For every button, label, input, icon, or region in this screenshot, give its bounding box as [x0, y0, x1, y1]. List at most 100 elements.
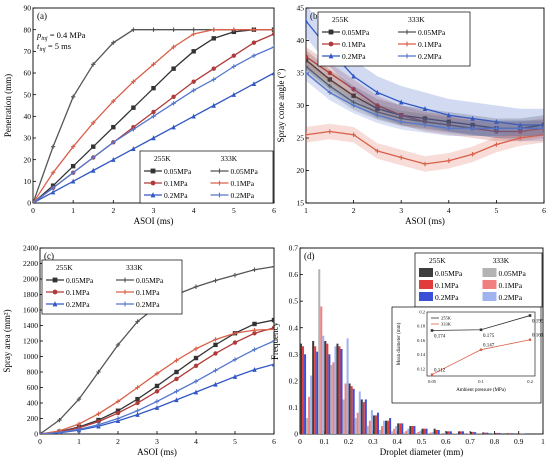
- d-bar-333K-0.2MPa: [370, 410, 373, 434]
- d-bar-255K-0.2MPa: [389, 418, 392, 434]
- c-series-255K-0.2MPa-point: [252, 366, 257, 372]
- d-legend-box: [414, 252, 543, 308]
- d-bar-255K-0.05MPa: [336, 343, 339, 434]
- c-x-tick-label: 6: [272, 437, 276, 446]
- d-bar-333K-0.05MPa: [318, 269, 321, 434]
- c-series-333K-0.2MPa-point: [96, 422, 101, 427]
- d-legend-swatch: [419, 292, 433, 301]
- a-series-255K-0.2MPa-point: [111, 156, 116, 162]
- b-series-255K-0.2MPa-point: [494, 119, 499, 124]
- b-series-333K-0.1MPa-band: [306, 123, 544, 172]
- d-bar-255K-0.2MPa: [449, 431, 452, 434]
- b-series-333K-0.1MPa-point: [541, 132, 544, 137]
- d-legend-label: 0.1MPa: [499, 281, 523, 290]
- b-series-255K-0.2MPa-point: [399, 99, 404, 105]
- d-bar-255K-0.1MPa: [435, 430, 438, 434]
- b-series-255K-0.05MPa-point: [446, 119, 451, 124]
- b-series-255K-0.2MPa-point: [422, 106, 428, 111]
- a-series-255K-0.2MPa-point: [171, 124, 176, 130]
- a-series-255K-0.2MPa-point: [271, 70, 274, 76]
- d-bar-333K-0.05MPa: [354, 418, 357, 434]
- b-y-tick-label: 15: [297, 199, 305, 208]
- c-x-tick-label: 4: [194, 437, 198, 446]
- inset-data-label: 0.174: [434, 334, 446, 339]
- d-bar-255K-0.05MPa: [482, 432, 485, 434]
- a-series-333K-0.05MPa-point: [131, 27, 136, 32]
- a-x-tick-label: 0: [31, 206, 35, 215]
- d-y-axis-label: Frequency: [270, 322, 280, 360]
- d-legend-label: 0.1MPa: [435, 281, 459, 290]
- d-bar-255K-0.05MPa: [494, 432, 497, 434]
- b-legend-box: [317, 11, 471, 67]
- d-legend-swatch: [419, 280, 433, 289]
- c-series-255K-0.1MPa-point: [252, 331, 257, 336]
- d-bar-255K-0.05MPa: [324, 341, 327, 434]
- d-bar-255K-0.1MPa: [484, 432, 487, 434]
- b-y-tick-label: 45: [297, 4, 305, 13]
- c-legend-group-title: 333K: [126, 263, 143, 272]
- c-series-333K-0.05MPa-point: [76, 396, 82, 402]
- a-series-255K-0.2MPa-point: [231, 91, 237, 97]
- a-series-255K-0.1MPa-point: [251, 40, 257, 45]
- b-series-333K-0.1MPa-point: [518, 135, 523, 141]
- a-series-layer: [33, 27, 274, 203]
- d-bar-255K-0.2MPa: [364, 399, 367, 434]
- d-bar-333K-0.1MPa: [405, 430, 408, 434]
- d-bar-255K-0.1MPa: [508, 433, 511, 434]
- c-series-333K-0.1MPa-line: [40, 328, 274, 434]
- d-bar-333K-0.2MPa: [310, 375, 313, 434]
- a-series-255K-0.1MPa-point: [191, 79, 196, 84]
- inset-data-label: 0.195: [532, 320, 544, 325]
- a-series-333K-0.2MPa-point: [271, 44, 274, 50]
- d-bar-333K-0.2MPa: [334, 346, 337, 434]
- d-x-tick-label: 0.3: [368, 437, 378, 446]
- d-bar-333K-0.1MPa: [381, 426, 384, 434]
- a-y-axis-label: Penetration (mm): [3, 74, 13, 137]
- b-series-255K-0.2MPa-point: [541, 122, 544, 128]
- panel-c: 0 1 2 3 4 5 6 0 200 400 600 800 1000 1200 1400 1600 1800…: [2, 244, 276, 457]
- b-y-tick-label: 20: [297, 166, 305, 175]
- d-bar-333K-0.2MPa: [431, 431, 434, 434]
- b-series-333K-0.2MPa-point: [470, 126, 475, 131]
- b-series-333K-0.1MPa-point: [422, 161, 428, 167]
- a-legend-marker: [150, 168, 156, 174]
- a-series-333K-0.05MPa-point: [111, 40, 116, 45]
- d-bar-333K-0.1MPa: [393, 428, 396, 434]
- c-series-333K-0.2MPa-point: [76, 427, 82, 432]
- a-series-333K-0.1MPa-point: [231, 27, 237, 32]
- c-series-333K-0.05MPa-point: [271, 264, 274, 269]
- b-series-255K-0.05MPa-point: [306, 57, 309, 63]
- c-series-255K-0.1MPa-point: [174, 376, 179, 382]
- a-series-255K-0.05MPa-point: [111, 124, 116, 130]
- c-y-tick-label: 2200: [23, 259, 38, 268]
- a-series-255K-0.2MPa-point: [191, 113, 196, 119]
- c-legend-marker: [52, 301, 58, 307]
- b-series-333K-0.2MPa-point: [351, 103, 356, 108]
- a-series-333K-0.1MPa-point: [251, 27, 257, 32]
- d-x-axis-label: Droplet diameter (mm): [380, 447, 463, 457]
- d-y-tick-label: 0.1: [289, 403, 299, 412]
- inset-frame: [391, 306, 542, 404]
- c-series-255K-0.1MPa-point: [193, 363, 199, 368]
- b-series-255K-0.1MPa-point: [327, 70, 332, 76]
- a-x-tick-label: 4: [192, 206, 196, 215]
- inset-y-tick-label: 0.2: [419, 310, 425, 315]
- a-series-255K-0.1MPa-point: [271, 31, 274, 37]
- d-x-tick-label: 0.2: [344, 437, 354, 446]
- c-series-255K-0.2MPa-point: [232, 373, 238, 379]
- d-bar-255K-0.05MPa: [300, 343, 303, 434]
- a-x-tick-label: 2: [111, 206, 115, 215]
- b-x-tick-label: 4: [447, 206, 451, 215]
- inset-x-tick-label: 0.1: [478, 379, 484, 384]
- d-bar-255K-0.1MPa: [326, 343, 329, 434]
- b-series-255K-0.1MPa-point: [518, 129, 523, 134]
- a-y-tick-label: 60: [24, 69, 32, 78]
- c-series-333K-0.2MPa-point: [193, 379, 199, 384]
- b-series-333K-0.2MPa-point: [494, 126, 499, 131]
- inset-point-255K: [528, 314, 532, 317]
- d-bar-255K-0.1MPa: [447, 431, 450, 434]
- b-legend-label: 0.1MPa: [342, 40, 366, 49]
- b-series-255K-0.2MPa-band: [306, 8, 544, 142]
- c-series-333K-0.1MPa-point: [271, 327, 274, 332]
- a-series-255K-0.1MPa-point: [231, 53, 237, 58]
